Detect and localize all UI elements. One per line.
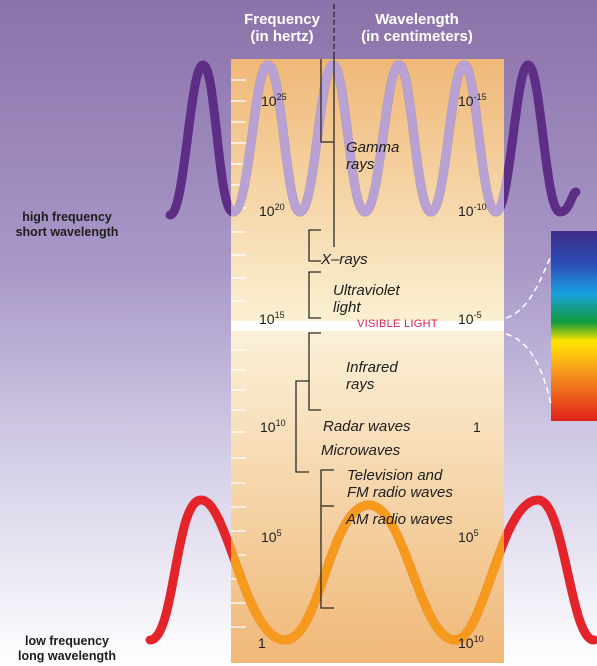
wavelength-tick: 1 bbox=[473, 419, 481, 435]
wavelength-tick: 10-15 bbox=[458, 92, 487, 109]
wavelength-header: Wavelength (in centimeters) bbox=[342, 11, 492, 45]
am-radio-label: AM radio waves bbox=[346, 511, 453, 528]
visible-spectrum-bar bbox=[551, 231, 597, 421]
frequency-tick: 1020 bbox=[259, 202, 285, 219]
visible-light-band bbox=[231, 321, 504, 331]
high-frequency-wave-strip bbox=[231, 60, 504, 217]
frequency-header: Frequency (in hertz) bbox=[228, 11, 336, 45]
wavelength-tick: 10-10 bbox=[458, 202, 487, 219]
wavelength-title: Wavelength bbox=[375, 11, 459, 28]
x-rays-label: X–rays bbox=[321, 251, 368, 268]
infrared-label: Infrared rays bbox=[346, 359, 398, 393]
frequency-title: Frequency bbox=[244, 11, 320, 28]
frequency-tick: 105 bbox=[261, 528, 282, 545]
television-fm-label: Television and FM radio waves bbox=[347, 467, 453, 501]
frequency-tick: 1025 bbox=[261, 92, 287, 109]
visible-light-label: VISIBLE LIGHT bbox=[357, 318, 438, 330]
spectrum-connector-bottom bbox=[505, 333, 552, 405]
spectrum-connector-top bbox=[505, 255, 552, 319]
ultraviolet-label: Ultraviolet light bbox=[333, 282, 400, 316]
frequency-tick: 1 bbox=[258, 635, 266, 651]
wavelength-tick: 1010 bbox=[458, 634, 484, 651]
high-frequency-label: high frequency short wavelength bbox=[15, 210, 119, 239]
wavelength-tick: 105 bbox=[458, 528, 479, 545]
frequency-tick: 1015 bbox=[259, 310, 285, 327]
frequency-unit: (in hertz) bbox=[250, 28, 314, 45]
frequency-tick-marks bbox=[231, 79, 246, 628]
gamma-rays-label: Gamma rays bbox=[346, 139, 400, 173]
radar-waves-label: Radar waves bbox=[323, 418, 411, 435]
wavelength-unit: (in centimeters) bbox=[361, 28, 473, 45]
low-frequency-label: low frequency long wavelength bbox=[18, 634, 116, 663]
microwaves-label: Microwaves bbox=[321, 442, 401, 459]
frequency-tick: 1010 bbox=[260, 418, 286, 435]
band-brackets bbox=[295, 59, 334, 609]
spectrum-strip-lower bbox=[231, 331, 504, 663]
wavelength-tick: 10-5 bbox=[458, 310, 482, 327]
low-frequency-wave-strip bbox=[231, 500, 504, 645]
